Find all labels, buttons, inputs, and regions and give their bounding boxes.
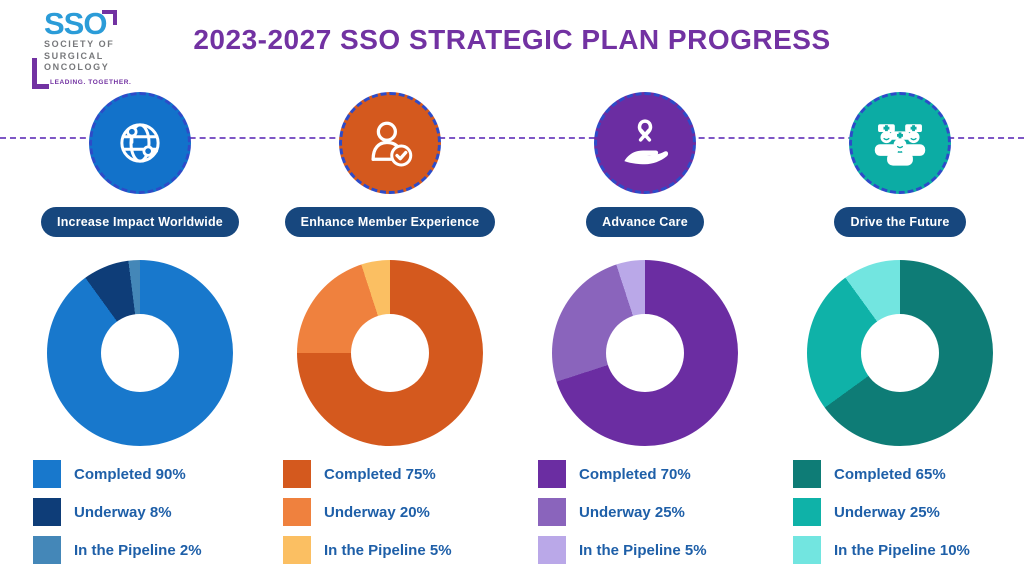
legend-increase-impact: Completed 90% Underway 8% In the Pipelin… (33, 460, 247, 564)
donut-chart-advance-care (552, 260, 738, 446)
legend-label: In the Pipeline 5% (579, 541, 707, 559)
logo-corner-bracket-icon (102, 10, 117, 25)
legend-label: Underway 25% (579, 503, 685, 521)
logo-line-3: ONCOLOGY (44, 62, 110, 73)
legend-item: Completed 65% (793, 460, 1007, 488)
donut-hole (861, 314, 939, 392)
legend-item: In the Pipeline 5% (538, 536, 752, 564)
legend-swatch (538, 536, 566, 564)
legend-item: Completed 90% (33, 460, 247, 488)
logo-l-bracket-icon (32, 58, 49, 89)
legend-label: Completed 70% (579, 465, 691, 483)
legend-item: In the Pipeline 2% (33, 536, 247, 564)
legend-swatch (793, 536, 821, 564)
legend-swatch (33, 498, 61, 526)
legend-label: In the Pipeline 5% (324, 541, 452, 559)
legend-label: Completed 75% (324, 465, 436, 483)
legend-member-experience: Completed 75% Underway 20% In the Pipeli… (283, 460, 497, 564)
member-check-glyph (371, 121, 413, 167)
logo-line-2: SURGICAL (44, 50, 104, 61)
legend-item: Underway 20% (283, 498, 497, 526)
legend-label: Underway 8% (74, 503, 172, 521)
donut-chart-drive-future (807, 260, 993, 446)
legend-drive-future: Completed 65% Underway 25% In the Pipeli… (793, 460, 1007, 564)
legend-swatch (283, 498, 311, 526)
goal-label-pill: Enhance Member Experience (284, 207, 496, 237)
logo-acronym: SSO (44, 6, 107, 41)
legend-item: Underway 8% (33, 498, 247, 526)
legend-label: Completed 65% (834, 465, 946, 483)
legend-item: Completed 75% (283, 460, 497, 488)
legend-advance-care: Completed 70% Underway 25% In the Pipeli… (538, 460, 752, 564)
hand-ribbon-icon (594, 92, 696, 194)
sso-logo: SSO SOCIETY OF SURGICAL ONCOLOGY LEADING… (30, 6, 140, 89)
member-check-icon (339, 92, 441, 194)
logo-tagline: LEADING. TOGETHER. (50, 79, 132, 87)
globe-network-glyph (120, 123, 160, 163)
legend-swatch (283, 460, 311, 488)
legend-label: Completed 90% (74, 465, 186, 483)
legend-swatch (33, 536, 61, 564)
legend-swatch (793, 460, 821, 488)
donut-hole (351, 314, 429, 392)
goal-label: Advance Care (602, 215, 688, 229)
legend-swatch (283, 536, 311, 564)
page-title: 2023-2027 SSO STRATEGIC PLAN PROGRESS (193, 24, 831, 55)
goal-label-pill: Drive the Future (834, 207, 966, 237)
goal-label: Increase Impact Worldwide (57, 215, 223, 229)
donut-hole (101, 314, 179, 392)
strategy-column-member-experience: Enhance Member Experience Completed 75% … (270, 92, 510, 574)
donut-hole (606, 314, 684, 392)
medical-team-glyph (874, 124, 926, 166)
legend-swatch (793, 498, 821, 526)
goal-label: Enhance Member Experience (300, 215, 480, 229)
medical-team-icon (849, 92, 951, 194)
legend-item: Underway 25% (793, 498, 1007, 526)
legend-swatch (538, 498, 566, 526)
globe-network-icon (89, 92, 191, 194)
legend-swatch (538, 460, 566, 488)
goal-label-pill: Advance Care (586, 207, 704, 237)
legend-item: Completed 70% (538, 460, 752, 488)
goal-label: Drive the Future (850, 215, 950, 229)
strategy-column-increase-impact: Increase Impact Worldwide Completed 90% … (20, 92, 260, 574)
legend-label: Underway 20% (324, 503, 430, 521)
legend-item: Underway 25% (538, 498, 752, 526)
goal-label-pill: Increase Impact Worldwide (41, 207, 239, 237)
donut-chart-member-experience (297, 260, 483, 446)
strategy-column-advance-care: Advance Care Completed 70% Underway 25% … (525, 92, 765, 574)
legend-label: In the Pipeline 2% (74, 541, 202, 559)
dashed-divider (0, 137, 1024, 139)
hand-ribbon-glyph (624, 119, 669, 165)
donut-chart-increase-impact (47, 260, 233, 446)
legend-label: Underway 25% (834, 503, 940, 521)
legend-label: In the Pipeline 10% (834, 541, 970, 559)
legend-swatch (33, 460, 61, 488)
legend-item: In the Pipeline 5% (283, 536, 497, 564)
logo-line-1: SOCIETY OF (44, 39, 115, 49)
logo-society-lines: SOCIETY OF SURGICAL ONCOLOGY (44, 39, 140, 74)
legend-item: In the Pipeline 10% (793, 536, 1007, 564)
strategy-column-drive-future: Drive the Future Completed 65% Underway … (780, 92, 1020, 574)
